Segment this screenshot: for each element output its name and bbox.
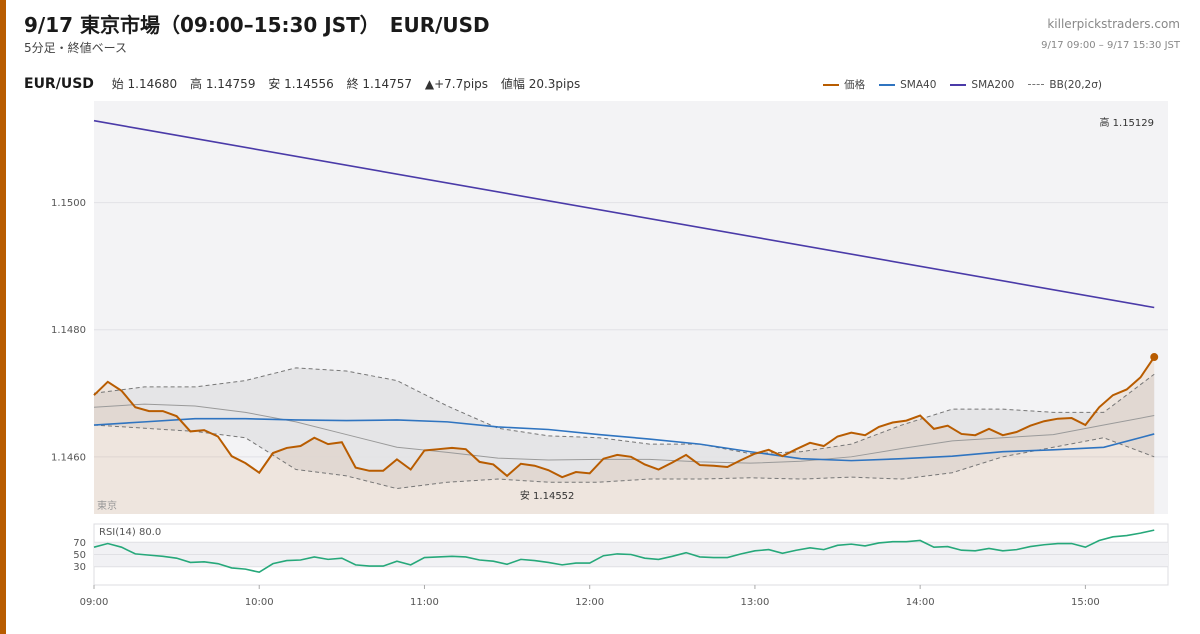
legend-sma200[interactable]: SMA200 bbox=[950, 77, 1014, 92]
rsi-line bbox=[93, 529, 1155, 574]
high-annotation: 高 1.15129 bbox=[1099, 116, 1154, 129]
stats-bar: EUR/USD 始 1.14680 高 1.14759 安 1.14556 終 … bbox=[24, 75, 589, 92]
stat-range: 値幅 20.3pips bbox=[500, 77, 581, 91]
x-tick-label: 14:00 bbox=[906, 597, 935, 608]
stat-open: 始 1.14680 bbox=[111, 77, 178, 91]
legend-price[interactable]: 価格 bbox=[823, 77, 865, 92]
legend-sma40-swatch bbox=[879, 83, 896, 86]
bb-upper-line bbox=[93, 367, 1155, 455]
time-range: 9/17 09:00 – 9/17 15:30 JST bbox=[1041, 40, 1180, 51]
price-area-fill bbox=[94, 357, 1155, 514]
legend-price-label: 価格 bbox=[844, 79, 866, 91]
legend-bb[interactable]: BB(20,2σ) bbox=[1028, 77, 1102, 92]
x-tick-label: 12:00 bbox=[575, 597, 604, 608]
rsi-tick-label: 30 bbox=[73, 562, 86, 573]
y-tick-label: 1.1480 bbox=[51, 325, 86, 336]
stat-low: 安 1.14556 bbox=[268, 77, 334, 91]
symbol-label: EUR/USD bbox=[24, 76, 94, 92]
rsi-label: RSI(14) 80.0 bbox=[99, 527, 161, 538]
chart-title: 9/17 東京市場（09:00–15:30 JST） EUR/USD bbox=[24, 13, 490, 37]
session-label: 東京 bbox=[97, 499, 117, 512]
legend-bb-swatch bbox=[1028, 84, 1045, 85]
price-line bbox=[93, 356, 1156, 479]
rsi-tick-label: 70 bbox=[73, 538, 86, 549]
legend-sma200-swatch bbox=[950, 83, 967, 86]
sma40-line bbox=[93, 417, 1155, 462]
legend-sma200-label: SMA200 bbox=[971, 78, 1015, 91]
x-tick-label: 10:00 bbox=[245, 597, 274, 608]
x-tick-label: 09:00 bbox=[80, 597, 109, 608]
x-tick-label: 13:00 bbox=[741, 597, 770, 608]
stat-high: 高 1.14759 bbox=[190, 77, 256, 91]
site-name[interactable]: killerpickstraders.com bbox=[1047, 17, 1180, 31]
y-tick-label: 1.1500 bbox=[51, 198, 86, 209]
x-tick-label: 11:00 bbox=[410, 597, 439, 608]
legend-price-swatch bbox=[823, 83, 840, 86]
low-annotation: 安 1.14552 bbox=[520, 489, 575, 502]
bb-lower-line bbox=[93, 424, 1155, 490]
chart-legend: 価格 SMA40 SMA200 BB(20,2σ) bbox=[823, 77, 1102, 92]
accent-bar bbox=[0, 0, 6, 634]
legend-bb-label: BB(20,2σ) bbox=[1049, 78, 1102, 91]
legend-sma40-label: SMA40 bbox=[900, 78, 937, 91]
rsi-tick-label: 50 bbox=[73, 550, 86, 561]
legend-sma40[interactable]: SMA40 bbox=[879, 77, 936, 92]
chart-subtitle: 5分足・終値ベース bbox=[24, 41, 128, 55]
sma200-line bbox=[93, 119, 1155, 309]
y-tick-label: 1.1460 bbox=[51, 452, 86, 463]
bb-middle-line bbox=[93, 403, 1155, 464]
stat-close: 終 1.14757 bbox=[346, 77, 413, 91]
last-price-marker bbox=[1150, 353, 1159, 362]
stat-change: ▲+7.7pips bbox=[424, 77, 489, 91]
x-tick-label: 15:00 bbox=[1071, 597, 1100, 608]
